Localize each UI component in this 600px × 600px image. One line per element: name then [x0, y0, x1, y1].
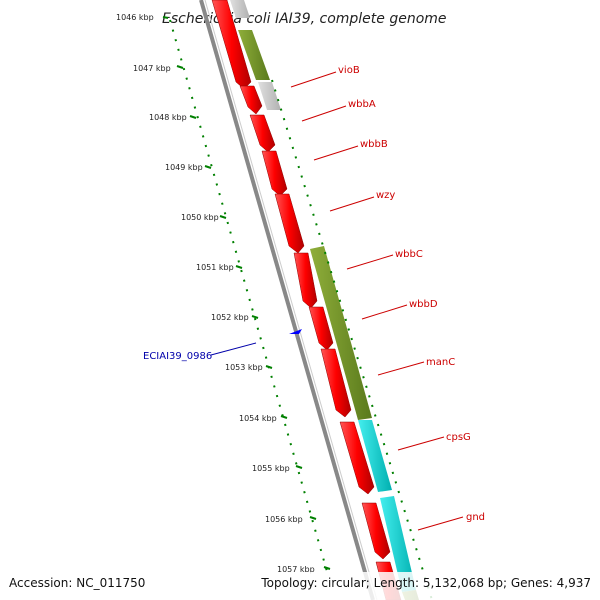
cds-segment [293, 252, 318, 309]
ruler-label: 1048 kbp [149, 113, 187, 122]
gene-label-wbbB: wbbB [360, 139, 388, 150]
cds-segment [274, 193, 305, 254]
ruler-label: 1054 kbp [239, 414, 277, 423]
cds-segment [339, 421, 375, 495]
forward-cds-track [211, 0, 402, 600]
gene-label-cpsG: cpsG [446, 432, 471, 443]
ruler-label: 1050 kbp [181, 213, 219, 222]
cds-segment-olive [238, 30, 270, 80]
ruler-label: 1052 kbp [211, 313, 249, 322]
colored-cds-track [230, 0, 419, 600]
gene-label-wbbA: wbbA [348, 99, 376, 110]
gene-labels: vioB wbbA wbbB wzy wbbC wbbD manC cpsG g… [338, 65, 485, 523]
reverse-gene-label-line [210, 342, 257, 356]
ruler-label: 1047 kbp [133, 64, 171, 73]
cds-segment-gray [258, 82, 281, 110]
gene-label-wzy: wzy [376, 190, 395, 201]
cds-segment [308, 306, 334, 351]
cds-segment [320, 348, 352, 418]
cds-segment-gray [230, 0, 250, 18]
cds-segment [249, 114, 276, 153]
ruler-label: 1057 kbp [277, 565, 315, 574]
ruler-label: 1049 kbp [165, 163, 203, 172]
ruler-label: 1053 kbp [225, 363, 263, 372]
genome-backbone [199, 0, 375, 600]
ruler-ticks [162, 16, 331, 570]
genome-summary: Topology: circular; Length: 5,132,068 bp… [260, 576, 591, 590]
gene-label-manC: manC [426, 357, 455, 368]
feature-track-line [271, 79, 433, 600]
cds-segment [239, 85, 263, 115]
gene-label-gnd: gnd [466, 512, 485, 523]
cds-segment [361, 502, 391, 560]
cds-segment [211, 0, 252, 90]
ruler-label: 1056 kbp [265, 515, 303, 524]
ruler-label: 1051 kbp [196, 263, 234, 272]
ruler-label: 1046 kbp [116, 13, 154, 22]
reverse-gene-label: ECIAI39_0986 [143, 351, 212, 362]
accession-text: Accession: NC_011750 [9, 576, 145, 590]
cds-segment-olive [310, 246, 372, 420]
footer-bg [0, 572, 600, 600]
gene-label-wbbD: wbbD [409, 299, 438, 310]
cds-segment-cyan [380, 496, 416, 592]
ruler-line [169, 19, 329, 576]
gene-label-vioB: vioB [338, 65, 360, 76]
genome-backbone-shadow [204, 0, 378, 600]
ruler-labels: 1046 kbp 1047 kbp 1048 kbp 1049 kbp 1050… [116, 13, 315, 574]
gene-label-lines [290, 71, 464, 531]
gene-label-wbbC: wbbC [395, 249, 423, 260]
cds-segment [261, 150, 288, 197]
ruler-label: 1055 kbp [252, 464, 290, 473]
reverse-gene-arrow [289, 329, 302, 334]
cds-segment-cyan [358, 420, 392, 492]
